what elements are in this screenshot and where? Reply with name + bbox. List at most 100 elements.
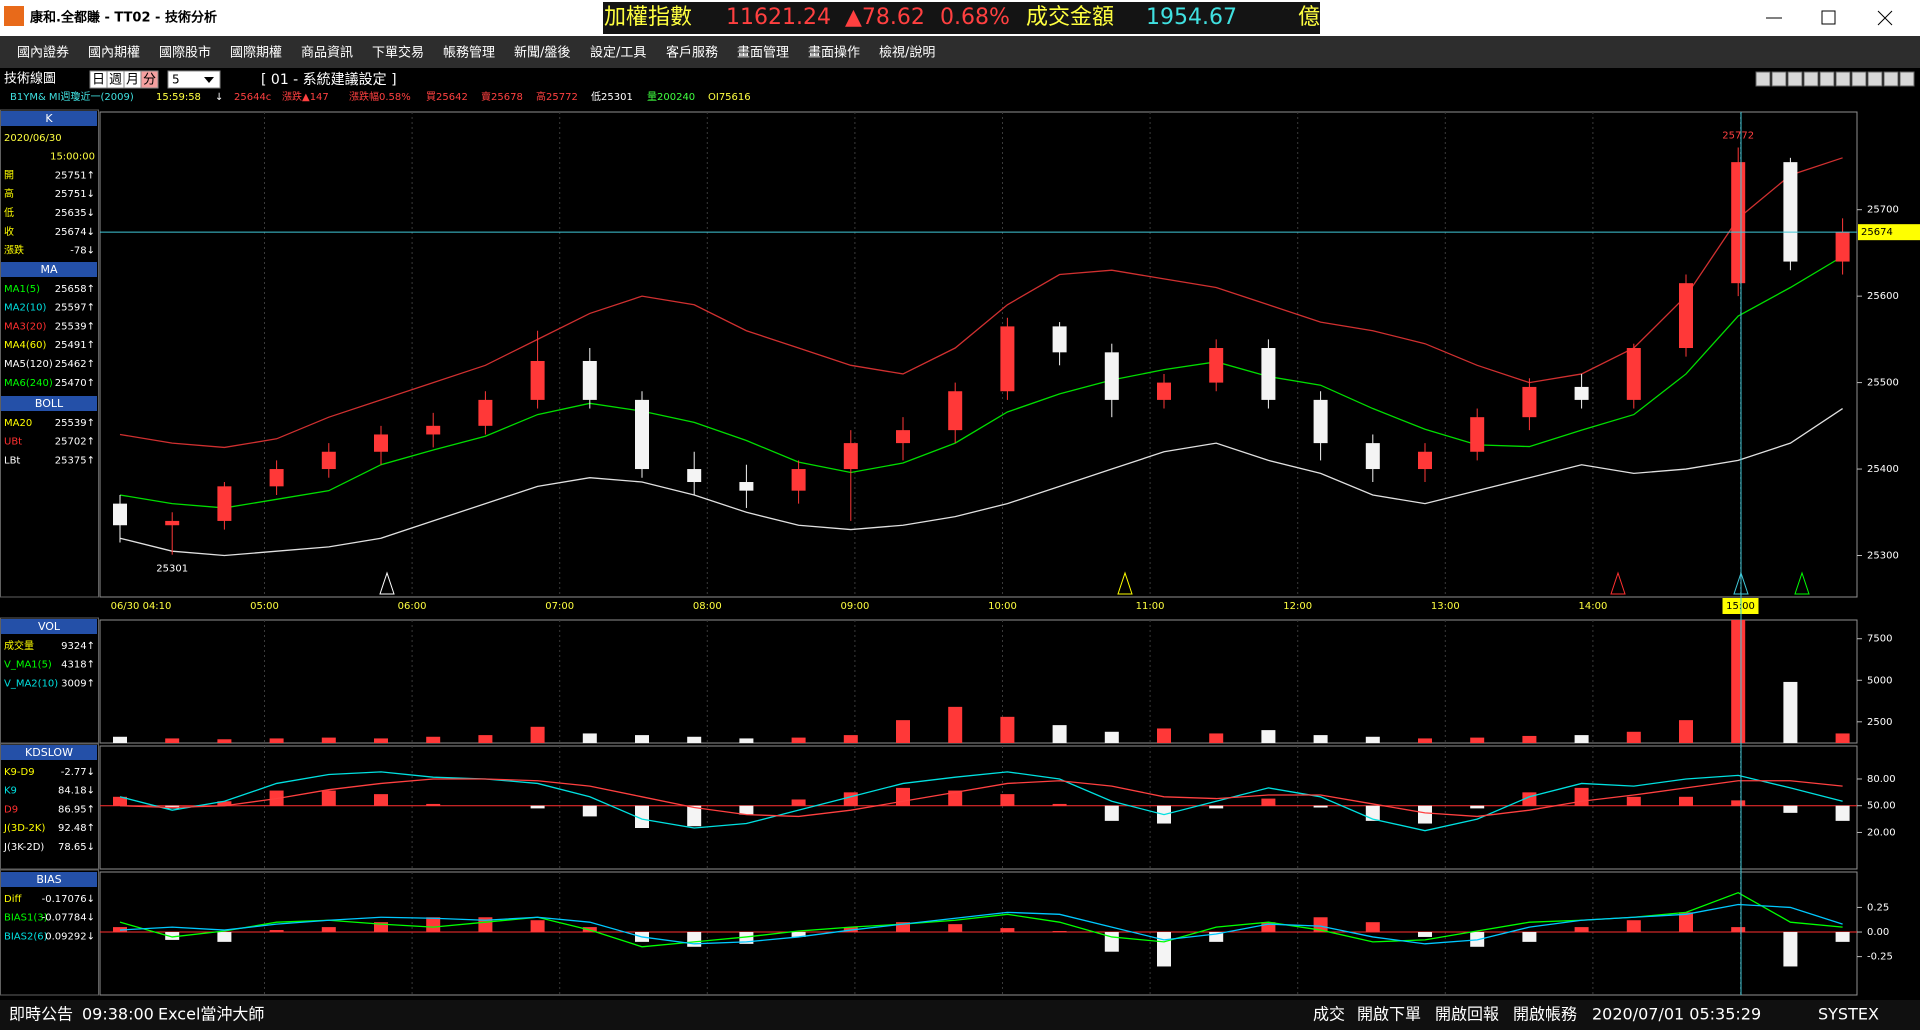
panel-row-label: 漲跌 [4,244,24,257]
volume-bar [321,737,336,743]
diff-bar [739,932,754,944]
diff-bar [1157,932,1171,967]
toolbar-icon[interactable] [1899,71,1915,87]
panel-row-value: 25539↑ [55,418,95,429]
status-left: Excel當沖大師 [158,1005,264,1024]
panel-row-label: MA1(5) [4,284,40,295]
quote-field: B1YM& MI週瓊近一(2009) [10,90,134,103]
menu-item[interactable]: 國際期權 [230,46,282,61]
period-option[interactable]: 日 [92,73,105,88]
menu-item[interactable]: 下單交易 [372,45,424,61]
side-frame [0,109,99,598]
period-box[interactable] [140,70,159,89]
toolbar-icon[interactable] [1803,71,1819,87]
quote-field: ↓ [215,92,223,103]
panel-row-label: K9 [4,786,17,797]
menu-item[interactable]: 國內期權 [88,46,140,61]
candle-body [1574,386,1589,400]
candle-body [1052,326,1067,353]
diff-bar [791,932,806,937]
app-icon [4,6,24,26]
period-option[interactable]: 週 [109,73,122,88]
menu-item[interactable]: 國際股市 [159,45,211,61]
volume-bar [269,738,284,743]
candle-body [1261,348,1276,400]
menu-item[interactable]: 畫面管理 [737,46,789,61]
status-right[interactable]: 開啟下單 [1357,1005,1421,1024]
toolbar-icon[interactable] [1755,71,1771,87]
diff-bar [1209,805,1224,809]
diff-bar [1626,920,1641,933]
diff-bar [1522,932,1537,942]
toolbar-icon[interactable] [1835,71,1851,87]
diff-bar [530,920,545,933]
candle-body [1835,232,1850,262]
y-tick-label: 25300 [1867,551,1899,562]
menu-item[interactable]: 商品資訊 [301,46,353,61]
panel-row-label: 成交量 [4,639,34,652]
menu-item[interactable]: 國內證券 [17,45,69,61]
candle-body [165,520,180,526]
menu-item[interactable]: 設定/工具 [590,45,646,61]
diff-bar [1731,800,1746,806]
interval-value[interactable]: 5 [172,73,180,87]
candle-body [478,399,493,426]
panel-time: 15:00:00 [50,152,95,163]
x-tick-label: 14:00 [1578,601,1607,612]
diff-bar [1000,794,1015,806]
restore-button[interactable] [1821,10,1836,25]
toolbar-icon[interactable] [1771,71,1787,87]
candle-body [1522,386,1537,418]
diff-bar [217,932,232,942]
close-button[interactable] [1877,10,1893,26]
last-price-box [1858,224,1920,241]
indicator-line [119,903,1843,945]
menu-item[interactable]: 畫面操作 [808,45,860,61]
status-left[interactable]: 即時公告 [9,1005,73,1024]
toolbar-icon[interactable] [1883,71,1899,87]
signal-marker [1117,571,1133,595]
menu-bar [0,36,1920,68]
y-tick-label: 80.00 [1867,774,1896,785]
menu-item[interactable]: 客戶服務 [666,45,718,61]
volume-bar [374,738,388,743]
candle-body [687,469,702,483]
y-tick-label: 25600 [1867,291,1899,302]
menu-item[interactable]: 檢視/說明 [879,45,935,61]
volume-bar [582,733,597,743]
volume-bar [739,738,754,743]
panel-row-value: 9324↑ [61,641,95,652]
diff-bar [1365,922,1380,933]
x-tick-label: 12:00 [1283,601,1312,612]
toolbar-icon[interactable] [1787,71,1803,87]
panel-header-label: K [45,112,53,125]
status-right[interactable]: 開啟帳務 [1513,1005,1577,1024]
indicator-line [119,407,1843,557]
status-right[interactable]: 開啟回報 [1435,1005,1499,1024]
y-tick-label: 25400 [1867,464,1899,475]
status-right[interactable]: 成交 [1313,1005,1345,1024]
candle-body [1209,348,1224,383]
period-option[interactable]: 月 [126,73,139,88]
panel-row-label: MA20 [4,418,32,429]
toolbar-icon[interactable] [1867,71,1883,87]
menu-item[interactable]: 帳務管理 [443,46,495,61]
toolbar-icon[interactable] [1819,71,1835,87]
panel-header-label: BOLL [35,397,64,410]
panel-frame [99,619,1858,744]
diff-bar [374,922,388,933]
high-label: 25772 [1722,130,1754,141]
panel-row-value: -0.17076↓ [42,894,95,905]
panel-row-value: 92.48↑ [58,823,95,834]
volume-bar [1418,738,1432,743]
interval-box[interactable] [167,70,221,89]
period-option[interactable]: 分 [143,73,156,88]
toolbar-icon[interactable] [1851,71,1867,87]
indicator-line [119,778,1843,818]
volume-bar [1522,735,1537,743]
menu-item[interactable]: 新聞/盤後 [514,45,570,61]
dropdown-arrow[interactable] [204,77,214,83]
diff-bar [739,805,754,815]
y-tick-label: 0.00 [1867,927,1889,938]
indicator-line [119,771,1843,832]
